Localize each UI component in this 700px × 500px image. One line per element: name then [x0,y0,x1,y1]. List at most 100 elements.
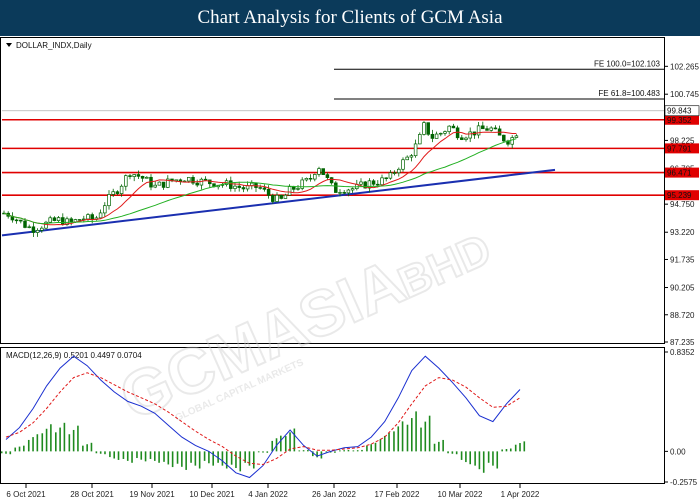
candle-body [510,137,514,145]
fib-label: FE 100.0=102.103 [594,59,661,68]
macd-panel-frame [0,347,665,484]
ma-fast-line [3,131,517,226]
candle-body [434,133,439,139]
candle-body [115,191,120,194]
sr-badge-label: 99.352 [667,116,692,125]
candle-body [468,131,472,139]
candle-body [111,191,115,195]
candle-body [128,175,132,177]
candle-body [98,212,103,219]
chart-svg: GCMASIA GLOBAL CAPITAL MARKETS BHD DOLLA… [0,37,700,499]
candle-body [161,181,166,188]
candle-body [422,122,426,135]
candle-body [35,229,40,233]
price-tick-label: 90.205 [670,284,695,293]
candle-body [145,176,149,179]
candle-body [451,125,456,129]
candle-body [136,174,141,177]
symbol-label: DOLLAR_INDX,Daily [16,41,92,50]
candle-body [283,194,288,199]
candle-body [187,177,191,182]
sr-badge-label: 95.239 [667,191,692,200]
candle-body [489,127,493,131]
moving-averages [3,131,517,226]
symbol-dropdown-icon[interactable] [6,43,12,47]
macd-tick-label: 0.00 [670,447,686,456]
candle-body [86,214,90,220]
candle-body [40,227,44,231]
candle-body [300,179,304,189]
price-tick-label: 91.735 [670,255,695,264]
candle-body [401,159,405,170]
candle-body [27,226,31,228]
candle-body [388,172,393,179]
level-badges: 99.352 97.791 96.471 95.239 99.843 [664,105,700,201]
candle-body [481,125,485,130]
candle-body [317,168,321,175]
chart-title: Chart Analysis for Clients of GCM Asia [0,0,700,36]
candle-body [279,194,283,199]
macd-label: MACD(12,26,9) 0.5201 0.4497 0.0704 [6,351,142,360]
time-tick-label: 26 Jan 2022 [312,490,357,499]
candle-body [65,218,69,225]
candle-body [23,220,27,228]
time-tick-label: 19 Nov 2021 [129,490,175,499]
candle-body [103,205,107,214]
price-tick-label: 98.225 [670,136,695,145]
candle-body [418,134,422,145]
candle-body [376,183,380,186]
macd-main-line [5,355,521,479]
candle-body [203,178,208,181]
time-tick-label: 28 Oct 2021 [70,490,114,499]
candle-body [31,226,36,233]
macd-tick-label: -0.2575 [670,478,698,487]
candle-body [275,194,279,202]
candle-body [304,178,309,181]
time-axis: 6 Oct 2021 28 Oct 2021 19 Nov 2021 10 Dec 2… [6,484,540,499]
sr-badge [665,143,699,154]
candle-body [195,182,199,186]
macd-signal-line [5,372,521,466]
time-tick-label: 17 Feb 2022 [375,490,420,499]
candle-body [409,155,414,158]
candle-body [61,217,65,225]
candle-body [69,218,73,223]
sr-badge-label: 97.791 [667,144,692,153]
candle-body [367,180,372,189]
candle-body [334,182,338,193]
time-tick-label: 4 Jan 2022 [248,490,288,499]
candle-body [460,137,464,140]
trendline-group [1,168,556,237]
candle-body [514,135,519,138]
candle-body [174,179,178,182]
candle-body [338,192,342,194]
candle-body [199,178,204,186]
candle-body [342,192,346,194]
macd-tick-label: 0.8352 [670,348,695,357]
candle-body [233,185,237,189]
candle-body [140,175,145,179]
candle-body [107,194,111,207]
macd-axis: 0.8352 0.00 -0.2575 [664,348,698,487]
time-tick-label: 1 Apr 2022 [501,490,540,499]
candle-body [397,168,401,174]
price-tick-label: 102.265 [670,62,699,71]
price-tick-label: 93.220 [670,228,695,237]
sr-badge [665,190,699,201]
candle-body [208,179,212,185]
candle-body [157,181,162,186]
candle-body [321,168,325,175]
candle-body [346,189,351,194]
price-tick-label: 94.750 [670,200,695,209]
candle-body [124,175,128,187]
price-panel-frame [0,37,665,344]
current-price-label: 99.843 [667,107,692,116]
fib-label: FE 61.8=100.483 [598,89,660,98]
time-tick-label: 10 Mar 2022 [438,490,483,499]
candle-body [476,125,481,136]
candle-body [271,195,275,202]
time-tick-label: 6 Oct 2021 [6,490,46,499]
candle-body [296,188,300,190]
candle-body [380,177,384,186]
candle-body [19,219,23,222]
